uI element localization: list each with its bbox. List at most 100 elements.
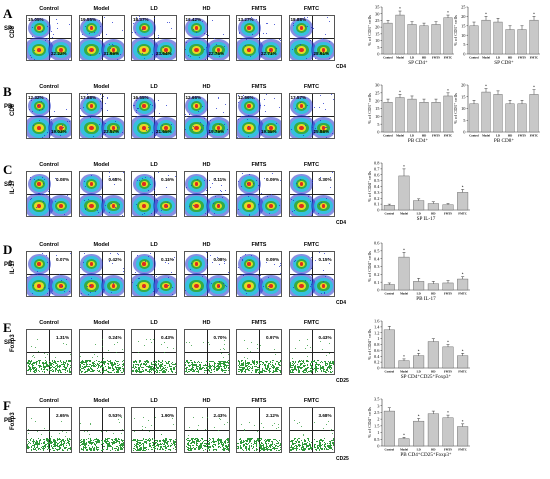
event-dot: [204, 364, 206, 366]
event-dot: [34, 346, 36, 348]
event-dot: [34, 18, 36, 20]
cell-density-blob: [111, 204, 116, 208]
event-dot: [257, 439, 259, 442]
y-tick-label: 0.2: [374, 196, 380, 201]
event-dot: [281, 363, 282, 364]
event-dot: [161, 361, 163, 363]
event-dot: [229, 364, 230, 365]
event-dot: [197, 371, 199, 373]
event-dot: [175, 366, 176, 368]
event-dot: [148, 431, 150, 433]
y-tick-label: 3.5: [374, 397, 380, 402]
event-dot: [251, 448, 254, 450]
event-dot: [88, 369, 90, 371]
event-dot: [275, 427, 277, 429]
event-dot: [205, 361, 207, 363]
event-dot: [272, 371, 274, 374]
flow-plot: [26, 15, 72, 61]
event-dot: [120, 447, 122, 449]
event-dot: [163, 46, 165, 48]
event-dot: [185, 439, 187, 441]
event-dot: [328, 57, 330, 59]
event-dot: [212, 203, 214, 205]
event-dot: [175, 369, 176, 372]
x-tick-label: Control: [383, 134, 393, 138]
event-dot: [314, 129, 316, 131]
event-dot: [68, 371, 71, 373]
event-dot: [102, 360, 104, 362]
event-dot: [147, 189, 149, 191]
event-dot: [119, 442, 121, 444]
event-dot: [218, 97, 220, 99]
event-dot: [203, 441, 205, 443]
y-tick-label: 0: [377, 208, 380, 213]
event-dot: [188, 206, 190, 208]
event-dot: [122, 215, 124, 216]
event-dot: [163, 446, 165, 448]
event-dot: [191, 439, 193, 442]
event-dot: [252, 366, 254, 368]
event-dot: [84, 252, 86, 254]
event-dot: [145, 448, 147, 451]
y-tick-label: 0.8: [374, 161, 380, 166]
event-dot: [209, 371, 211, 373]
event-dot: [70, 441, 71, 443]
event-dot: [121, 348, 123, 350]
event-dot: [200, 288, 202, 290]
event-dot: [325, 370, 327, 372]
event-dot: [117, 446, 119, 448]
event-dot: [227, 441, 229, 444]
event-dot: [91, 174, 93, 176]
quadrant-percent-lower-right: 19.79%: [208, 129, 225, 134]
y-tick-label: 10: [461, 106, 466, 111]
event-dot: [322, 366, 324, 368]
event-dot: [66, 370, 69, 372]
event-dot: [292, 365, 294, 367]
event-dot: [258, 367, 260, 369]
event-dot: [247, 135, 249, 137]
cell-density-blob: [246, 125, 252, 131]
event-dot: [278, 367, 280, 369]
event-dot: [163, 371, 166, 373]
event-dot: [252, 34, 254, 36]
event-dot: [206, 257, 208, 259]
event-dot: [53, 439, 55, 441]
event-dot: [84, 371, 86, 373]
event-dot: [271, 443, 274, 445]
bar: [442, 346, 454, 369]
event-dot: [292, 361, 294, 363]
event-dot: [228, 369, 229, 371]
event-dot: [305, 360, 308, 362]
event-dot: [109, 449, 111, 451]
event-dot: [184, 49, 186, 51]
event-dot: [166, 444, 168, 446]
event-dot: [241, 370, 243, 372]
event-dot: [261, 367, 263, 369]
event-dot: [109, 48, 111, 50]
event-dot: [37, 104, 39, 106]
x-axis-caption: SP CD8⁺: [494, 60, 514, 66]
event-dot: [145, 361, 147, 363]
event-dot: [170, 440, 172, 442]
bar: [469, 103, 479, 133]
x-tick-label: Model: [396, 134, 404, 138]
event-dot: [279, 444, 281, 446]
event-dot: [248, 447, 250, 449]
cell-density-blob: [89, 182, 94, 186]
event-dot: [105, 123, 107, 125]
event-dot: [92, 135, 94, 137]
event-dot: [43, 369, 45, 371]
event-dot: [60, 279, 62, 281]
quadrant-percent-upper-right: 0.30%: [318, 177, 332, 182]
event-dot: [207, 34, 209, 36]
event-dot: [41, 176, 43, 178]
event-dot: [197, 178, 199, 180]
event-dot: [149, 440, 151, 442]
event-dot: [310, 441, 313, 443]
event-dot: [209, 119, 211, 121]
event-dot: [184, 370, 186, 372]
event-dot: [152, 365, 154, 367]
event-dot: [110, 252, 112, 254]
event-dot: [298, 444, 300, 446]
event-dot: [200, 445, 202, 448]
